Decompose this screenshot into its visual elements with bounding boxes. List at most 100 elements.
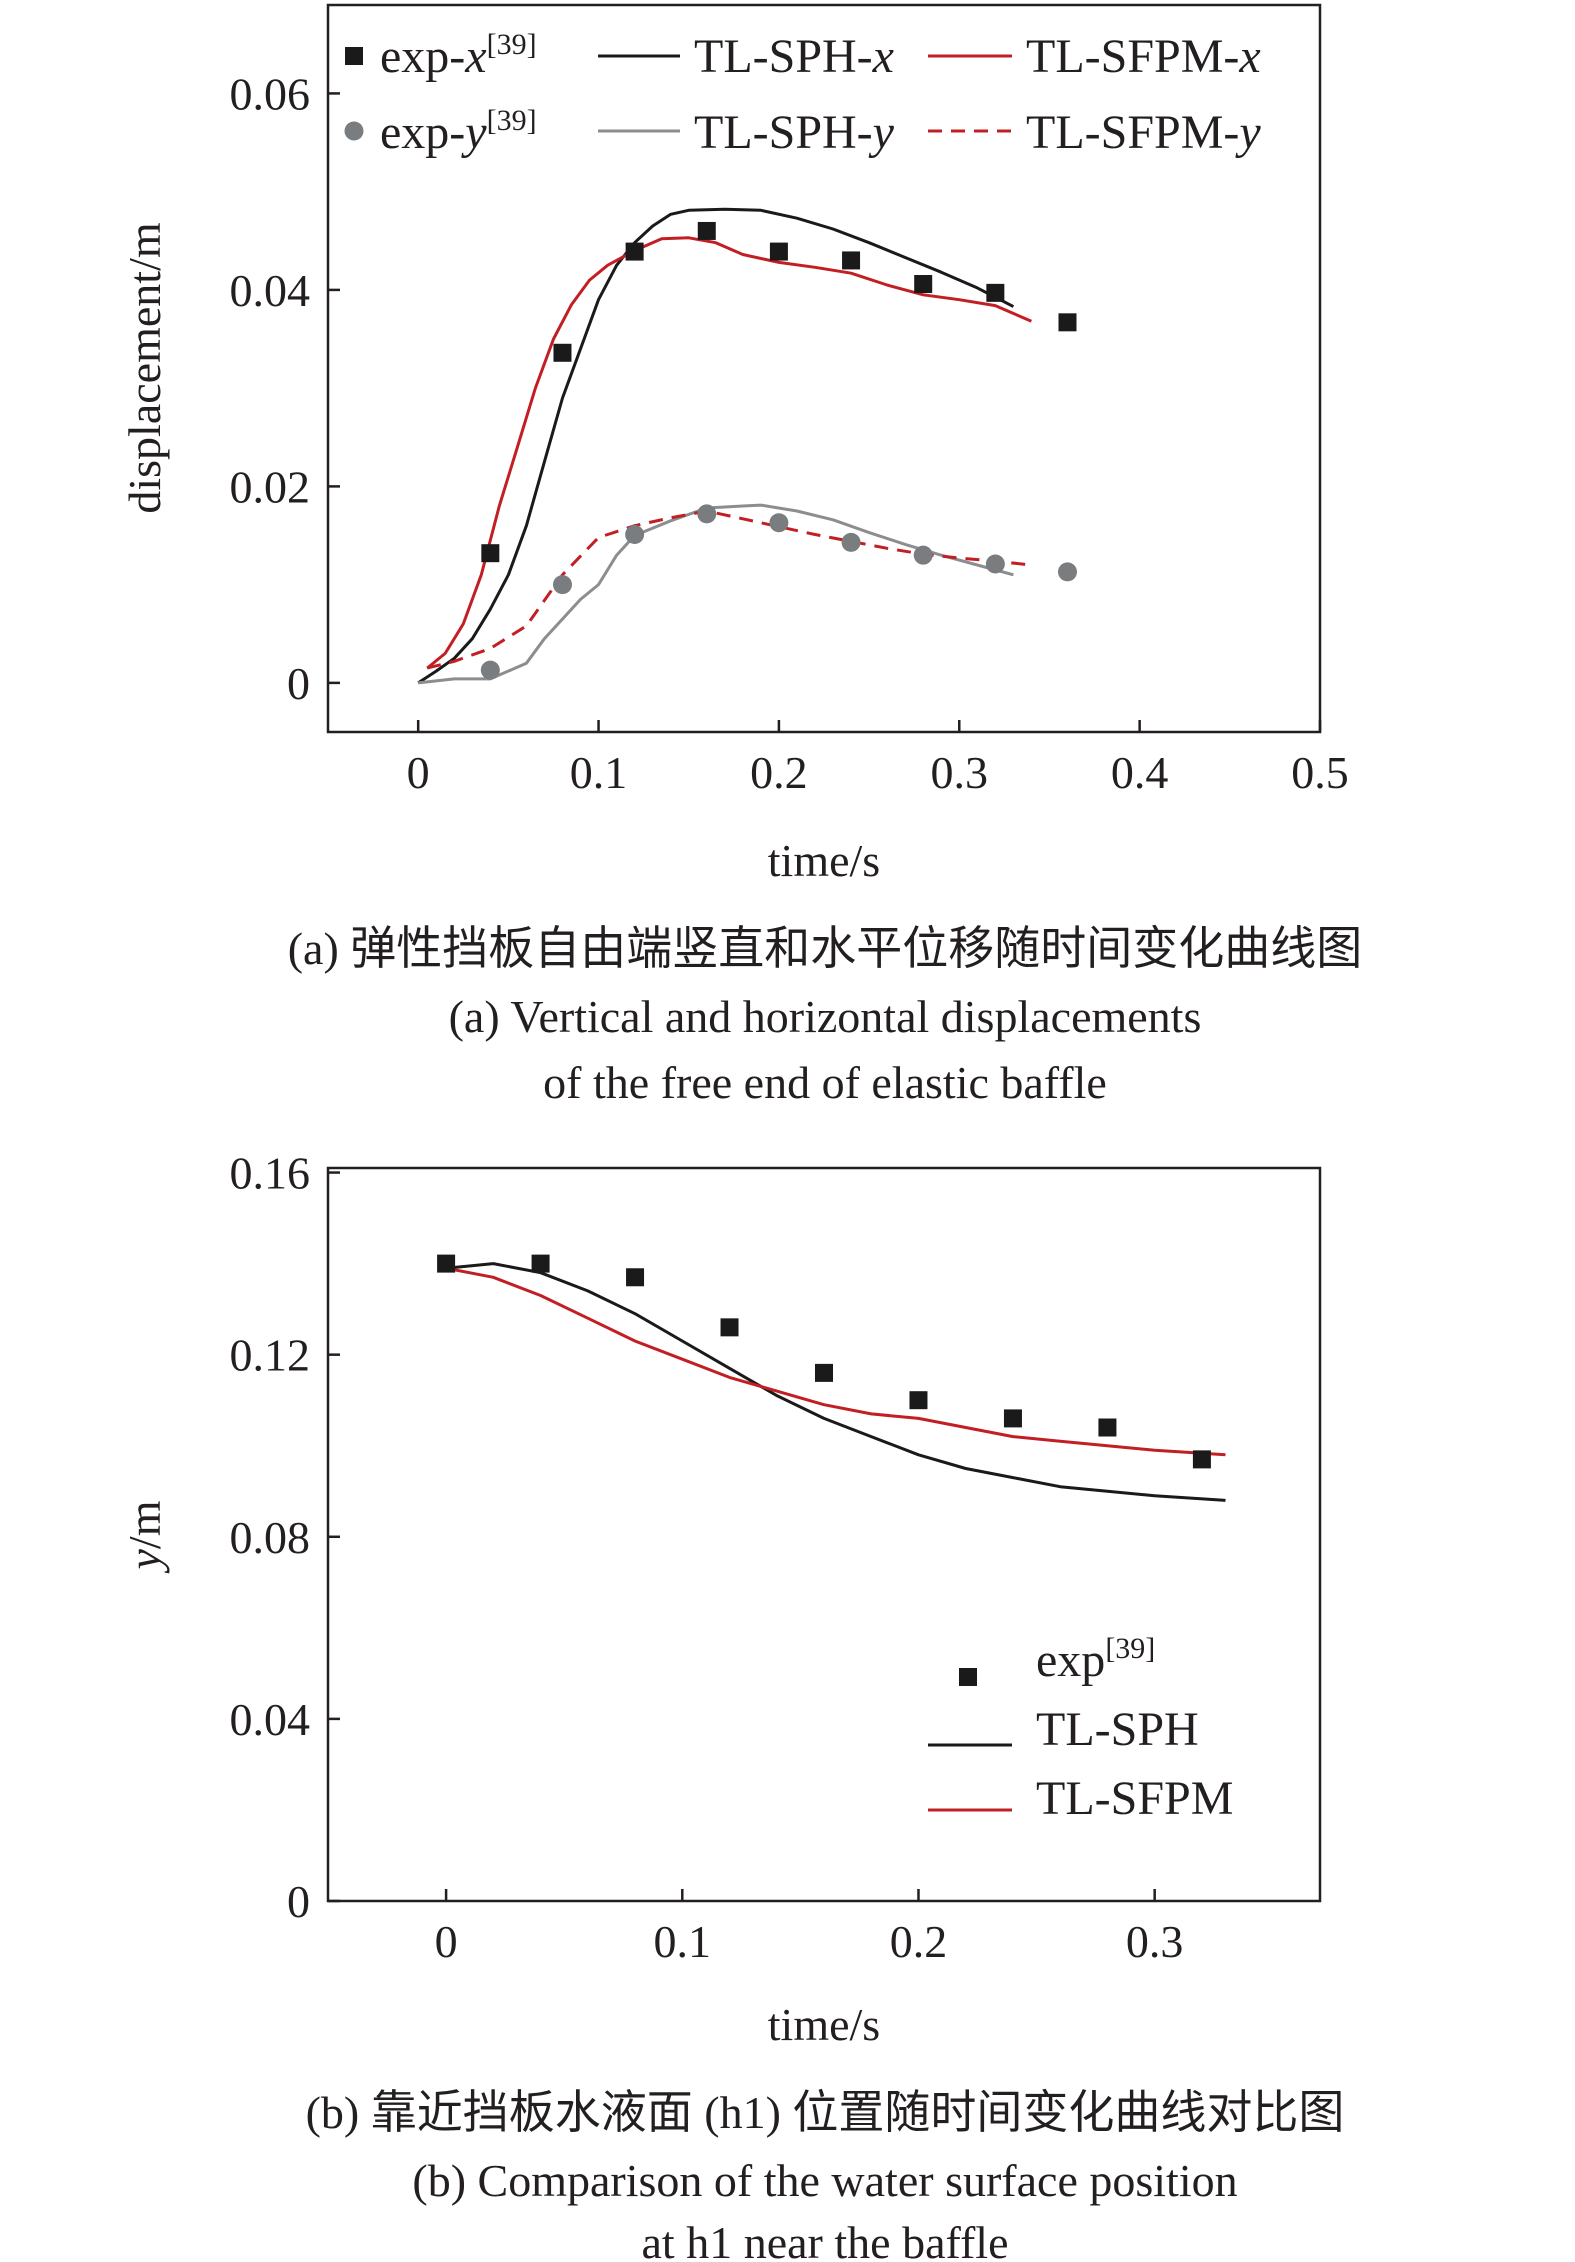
chart-b-x-tick-label: 0 — [435, 1916, 458, 1967]
legend-label-text: TL-SPH- — [694, 106, 873, 159]
chart-b-x-axis-label: time/s — [768, 1999, 880, 2050]
chart-b-y-tick-label: 0.04 — [230, 1694, 311, 1745]
chart-a-data-point — [985, 554, 1005, 574]
legend-label-text: TL-SFPM — [1036, 1772, 1233, 1825]
chart-b-x-tick-label: 0.3 — [1126, 1916, 1184, 1967]
chart-b-caption-zh: (b) 靠近挡板水液面 (h1) 位置随时间变化曲线对比图 — [306, 2087, 1345, 2138]
chart-a-legend-marker — [344, 121, 364, 141]
legend-label-citation: [39] — [487, 104, 537, 137]
chart-a-data-point — [914, 275, 933, 294]
chart-a-plot-frame — [326, 3, 1322, 734]
legend-label-citation: [39] — [487, 28, 537, 61]
legend-label-text: exp- — [380, 106, 465, 159]
chart-a-ticks: 0 0.1 0.2 0.3 0.4 0.5 0 0.02 0.04 0.06 — [230, 68, 1349, 798]
chart-a-legend-label: TL-SPH-y — [694, 106, 895, 159]
chart-a-x-axis-label: time/s — [768, 835, 880, 886]
legend-label-text: exp- — [380, 30, 465, 83]
chart-a-data-point — [842, 251, 861, 270]
chart-b-y-tick-label: 0 — [287, 1876, 310, 1927]
chart-a-legend-marker — [345, 47, 363, 65]
chart-b-y-axis-label: y/m — [119, 1500, 170, 1573]
chart-a-x-tick-label: 0.4 — [1111, 747, 1169, 798]
chart-b-x-tick-label: 0.2 — [890, 1916, 948, 1967]
chart-a-data-point — [769, 513, 789, 533]
chart-a-data-point — [625, 242, 644, 261]
chart-a-y-tick-label: 0.06 — [230, 68, 311, 119]
chart-a-y-axis-label: displacement/m — [119, 222, 170, 513]
chart-b-series-line-1 — [445, 1262, 1226, 1502]
chart-a-caption-en-line1: (a) Vertical and horizontal displacement… — [449, 991, 1202, 1042]
chart-b-series-line-2 — [445, 1266, 1226, 1457]
chart-b-legend-label: TL-SPH — [1036, 1703, 1199, 1756]
chart-a-legend-label: exp-y[39] — [380, 104, 537, 159]
chart-a-legend-label: TL-SFPM-y — [1026, 106, 1261, 159]
chart-b-data-point — [437, 1254, 456, 1273]
chart-a-x-tick-label: 0.3 — [931, 747, 989, 798]
chart-a-y-tick-label: 0.04 — [230, 265, 311, 316]
chart-b-legend: exp[39] TL-SPH TL-SFPM — [928, 1632, 1233, 1825]
chart-b-caption-en-line1: (b) Comparison of the water surface posi… — [412, 2155, 1237, 2206]
chart-b-data-point — [1098, 1418, 1117, 1437]
chart-a-data-point — [553, 343, 572, 362]
chart-a-y-tick-label: 0 — [287, 658, 310, 709]
chart-b-y-axis-label-unit: /m — [119, 1500, 170, 1549]
chart-a-data-point — [697, 221, 716, 240]
legend-label-variable: x — [872, 30, 894, 83]
chart-a-legend-label: TL-SPH-x — [694, 30, 894, 83]
chart-a-x-tick-label: 0.1 — [570, 747, 628, 798]
chart-a-caption-zh: (a) 弹性挡板自由端竖直和水平位移随时间变化曲线图 — [288, 923, 1363, 974]
chart-b-data-point — [626, 1268, 645, 1287]
chart-a-series-line-4 — [426, 236, 1032, 670]
legend-label-variable: x — [1238, 30, 1260, 83]
chart-a-data-point — [552, 575, 572, 595]
chart-a-caption-en-line2: of the free end of elastic baffle — [543, 1057, 1107, 1108]
legend-label-text: TL-SFPM- — [1026, 30, 1239, 83]
chart-a-series-line-5 — [426, 509, 1032, 670]
chart-b-x-tick-label: 0.1 — [654, 1916, 712, 1967]
legend-label-citation: [39] — [1105, 1632, 1155, 1665]
legend-label-text: TL-SFPM- — [1026, 106, 1239, 159]
chart-a-x-tick-label: 0.5 — [1291, 747, 1349, 798]
chart-b-ticks: 0 0.1 0.2 0.3 0 0.04 0.08 0.12 0.16 — [230, 1148, 1184, 1967]
chart-b: 0 0.1 0.2 0.3 0 0.04 0.08 0.12 0.16 exp[39] TL-SP… — [119, 1148, 1344, 2262]
chart-b-y-axis-label-var: y — [119, 1548, 170, 1573]
chart-b-data-point — [1192, 1450, 1211, 1469]
legend-label-variable: y — [868, 106, 895, 159]
chart-b-y-tick-label: 0.12 — [230, 1330, 311, 1381]
chart-a-data-point — [913, 545, 933, 565]
chart-b-legend-label: exp[39] — [1036, 1632, 1155, 1687]
chart-a: 0 0.1 0.2 0.3 0.4 0.500.020.040.06 exp-x[39] T… — [119, 3, 1363, 1108]
chart-b-legend-marker — [959, 1668, 977, 1686]
chart-a-x-tick-label: 0 — [407, 747, 430, 798]
chart-b-data-point — [909, 1391, 928, 1410]
chart-a-data-point — [625, 525, 645, 545]
chart-a-data-point — [841, 532, 861, 552]
chart-a-data-point — [1058, 313, 1077, 332]
chart-b-data-point — [720, 1318, 739, 1337]
legend-label-variable: y — [460, 106, 487, 159]
chart-a-data-point — [1057, 562, 1077, 582]
chart-b-y-tick-label: 0.16 — [230, 1148, 311, 1199]
chart-b-caption-en-line2: at h1 near the baffle — [642, 2217, 1009, 2262]
legend-label-variable: y — [1234, 106, 1261, 159]
chart-b-data-point — [1003, 1409, 1022, 1428]
chart-a-data-point — [481, 544, 500, 563]
chart-a-legend-label: exp-x[39] — [380, 28, 537, 83]
chart-b-series — [437, 1254, 1226, 1502]
chart-b-plot-frame — [326, 1166, 1322, 1903]
chart-a-series-line-3 — [418, 503, 1014, 685]
chart-a-legend-label: TL-SFPM-x — [1026, 30, 1261, 83]
chart-a-data-point — [769, 242, 788, 261]
chart-a-data-point — [697, 504, 717, 524]
chart-a-data-point — [480, 660, 500, 680]
chart-a-data-point — [986, 283, 1005, 302]
chart-a-series — [417, 207, 1077, 685]
legend-label-text: exp — [1036, 1634, 1105, 1687]
legend-label-text: TL-SPH- — [694, 30, 873, 83]
chart-b-y-tick-label: 0.08 — [230, 1512, 311, 1563]
legend-label-variable: x — [464, 30, 486, 83]
legend-label-text: TL-SPH — [1036, 1703, 1199, 1756]
chart-a-y-tick-label: 0.02 — [230, 461, 311, 512]
